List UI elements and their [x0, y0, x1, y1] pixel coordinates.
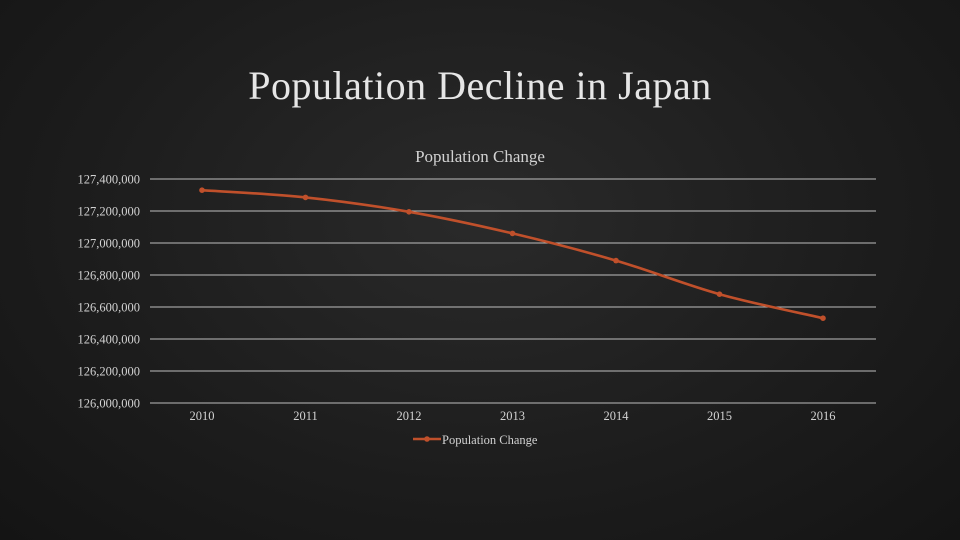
x-tick-label: 2015	[707, 409, 732, 423]
series-line	[201, 188, 824, 320]
legend-marker	[424, 436, 430, 442]
data-point	[406, 209, 412, 215]
y-tick-label: 126,400,000	[78, 333, 141, 347]
y-tick-label: 127,400,000	[78, 173, 141, 187]
series-layer	[199, 187, 826, 322]
data-point	[820, 315, 826, 322]
y-tick-label: 126,000,000	[78, 397, 141, 411]
slide-title: Population Decline in Japan	[248, 63, 712, 108]
chart-title: Population Change	[415, 147, 545, 166]
y-tick-label: 126,800,000	[78, 269, 141, 283]
x-tick-label: 2016	[811, 409, 836, 423]
data-point	[199, 187, 205, 193]
x-tick-label: 2014	[604, 409, 630, 423]
y-axis-tick-labels: 126,000,000 126,200,000 126,400,000 126,600…	[78, 173, 141, 411]
x-tick-label: 2013	[500, 409, 525, 423]
y-tick-label: 127,200,000	[78, 205, 141, 219]
x-tick-label: 2012	[397, 409, 422, 423]
y-tick-label: 127,000,000	[78, 237, 141, 251]
x-tick-label: 2010	[190, 409, 215, 423]
x-tick-label: 2011	[293, 409, 318, 423]
y-tick-label: 126,200,000	[78, 365, 141, 379]
data-point	[302, 194, 309, 201]
y-tick-label: 126,600,000	[78, 301, 141, 315]
legend-label: Population Change	[442, 433, 538, 447]
data-point	[613, 257, 619, 264]
gridlines	[150, 178, 876, 404]
data-point	[509, 230, 516, 237]
legend: Population Change	[413, 433, 538, 447]
x-axis-tick-labels: 2010 2011 2012 2013 2014 2015 2016	[190, 409, 836, 423]
data-point	[716, 291, 723, 298]
